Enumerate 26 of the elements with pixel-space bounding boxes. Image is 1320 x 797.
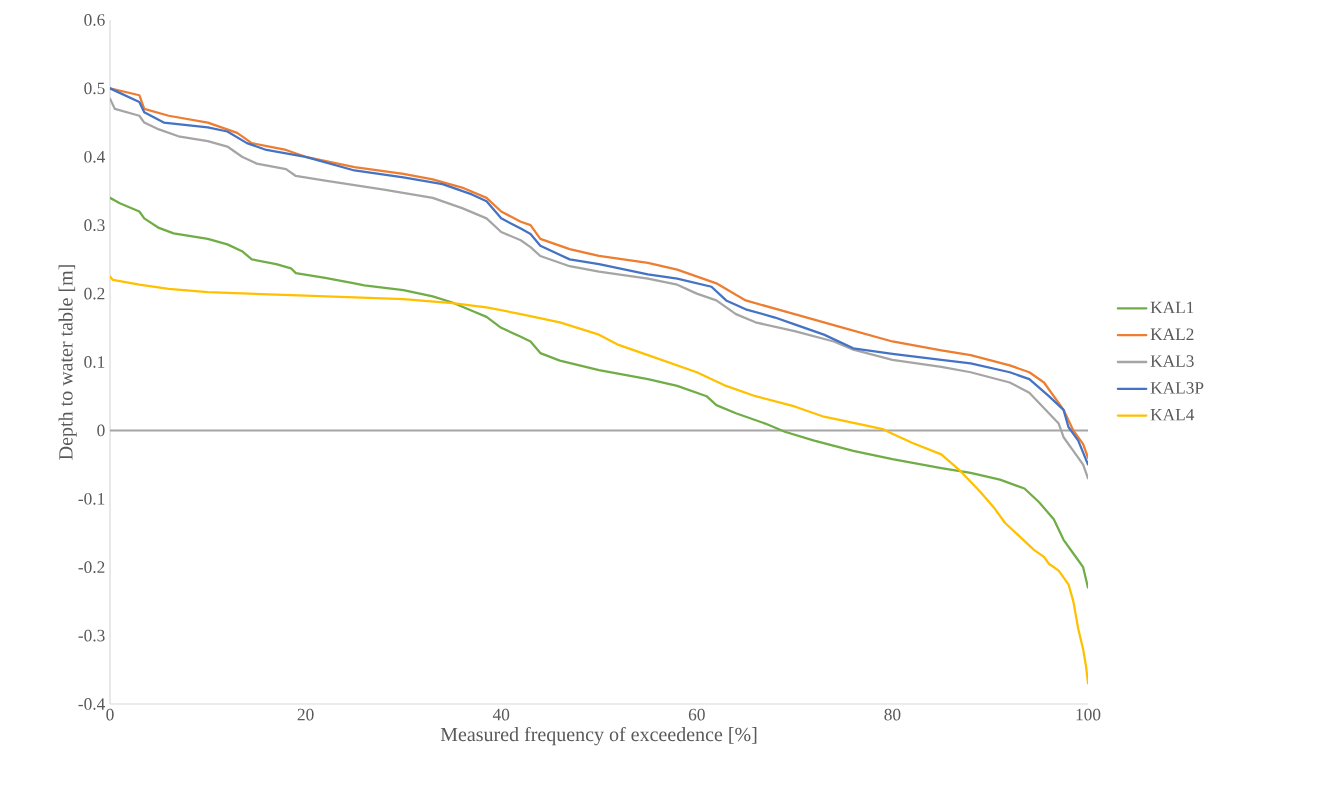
x-tick-label: 40 bbox=[492, 708, 510, 721]
y-tick-label: 0.5 bbox=[84, 82, 105, 95]
y-tick-label: 0.3 bbox=[84, 219, 105, 232]
x-tick-label: 100 bbox=[1076, 708, 1101, 721]
line-series bbox=[110, 275, 1089, 685]
legend-label: KAL3P bbox=[1150, 382, 1204, 394]
y-tick-label: -0.3 bbox=[78, 629, 105, 642]
y-axis-title: Depth to water table [m] bbox=[58, 265, 77, 460]
legend-label: KAL2 bbox=[1150, 328, 1194, 340]
x-axis-title: Measured frequency of exceedence [%] bbox=[440, 726, 757, 746]
y-tick-label: -0.1 bbox=[78, 492, 105, 505]
y-tick-label: -0.2 bbox=[78, 561, 105, 574]
x-tick-label: 80 bbox=[884, 708, 901, 721]
x-tick-label: 0 bbox=[106, 708, 114, 721]
legend-label: KAL4 bbox=[1150, 408, 1195, 421]
line-series bbox=[110, 196, 1089, 589]
y-tick-label: 0.6 bbox=[84, 14, 105, 26]
y-tick-label: 0 bbox=[97, 424, 105, 437]
legend-label: KAL1 bbox=[1150, 301, 1194, 314]
legend-label: KAL3 bbox=[1150, 355, 1194, 367]
y-tick-label: 0.1 bbox=[84, 356, 105, 368]
y-tick-label: -0.4 bbox=[78, 698, 106, 710]
y-tick-label: 0.4 bbox=[84, 150, 106, 163]
y-tick-label: 0.2 bbox=[84, 287, 105, 300]
x-tick-label: 60 bbox=[688, 708, 705, 721]
x-tick-label: 20 bbox=[297, 708, 314, 721]
